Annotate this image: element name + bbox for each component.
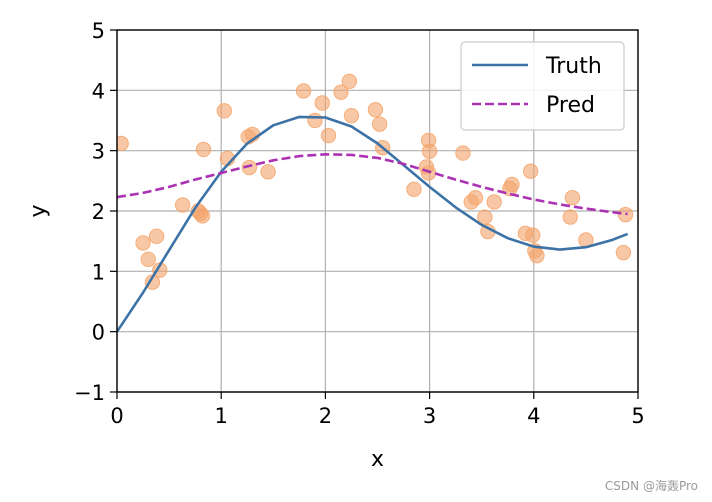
series-line-truth	[117, 115, 629, 333]
scatter-point	[194, 208, 211, 224]
scatter-point	[406, 181, 422, 197]
scatter-point	[529, 247, 545, 264]
scatter-point	[564, 190, 581, 206]
scatter-point	[314, 95, 330, 111]
legend-label-pred: Pred	[546, 93, 595, 118]
scatter-point	[562, 209, 578, 225]
y-tick-label: 1	[92, 260, 105, 284]
y-tick-label: 3	[92, 140, 105, 164]
scatter-point	[148, 228, 165, 245]
scatter-point	[295, 83, 312, 99]
legend-label-truth: Truth	[545, 54, 602, 79]
scatter-point	[135, 235, 151, 251]
x-tick-label: 1	[215, 404, 228, 428]
y-tick-label: 2	[92, 200, 105, 224]
scatter-point	[467, 190, 484, 206]
scatter-point	[455, 145, 471, 161]
scatter-point	[421, 143, 438, 159]
series-lines	[117, 115, 629, 333]
scatter-point	[420, 165, 437, 181]
scatter-point	[371, 116, 388, 132]
scatter-point	[241, 159, 258, 176]
scatter-point	[216, 103, 233, 119]
scatter-point	[260, 164, 276, 180]
scatter-point	[307, 112, 323, 129]
watermark: CSDN @海轰Pro	[604, 479, 698, 493]
scatter-point	[195, 141, 212, 158]
series-line-pred	[117, 153, 628, 216]
y-tick-label: 5	[92, 19, 105, 43]
scatter-point	[367, 101, 384, 118]
scatter-point	[140, 251, 156, 267]
x-tick-label: 4	[527, 404, 540, 428]
y-tick-label: 4	[92, 79, 105, 103]
scatter-point	[486, 194, 502, 210]
y-tick-label: 0	[92, 321, 105, 345]
scatter-point	[525, 227, 541, 243]
scatter-point	[320, 127, 337, 144]
scatter-point	[341, 73, 358, 89]
scatter-point	[477, 209, 493, 225]
observation-points	[117, 73, 634, 290]
x-tick-label: 2	[319, 404, 332, 428]
scatter-point	[504, 176, 520, 193]
x-tick-label: 0	[110, 404, 123, 428]
scatter-point	[343, 107, 360, 124]
scatter-point	[117, 135, 129, 152]
x-tick-label: 5	[631, 404, 644, 428]
scatter-point	[174, 197, 191, 213]
scatter-point	[522, 163, 539, 179]
y-tick-label: −1	[74, 381, 105, 405]
scatter-point	[333, 84, 349, 100]
y-axis-label: y	[26, 204, 51, 217]
scatter-point	[615, 244, 632, 261]
x-axis-label: x	[371, 447, 384, 472]
legend: Truth Pred	[460, 41, 625, 131]
x-tick-label: 3	[423, 404, 436, 428]
